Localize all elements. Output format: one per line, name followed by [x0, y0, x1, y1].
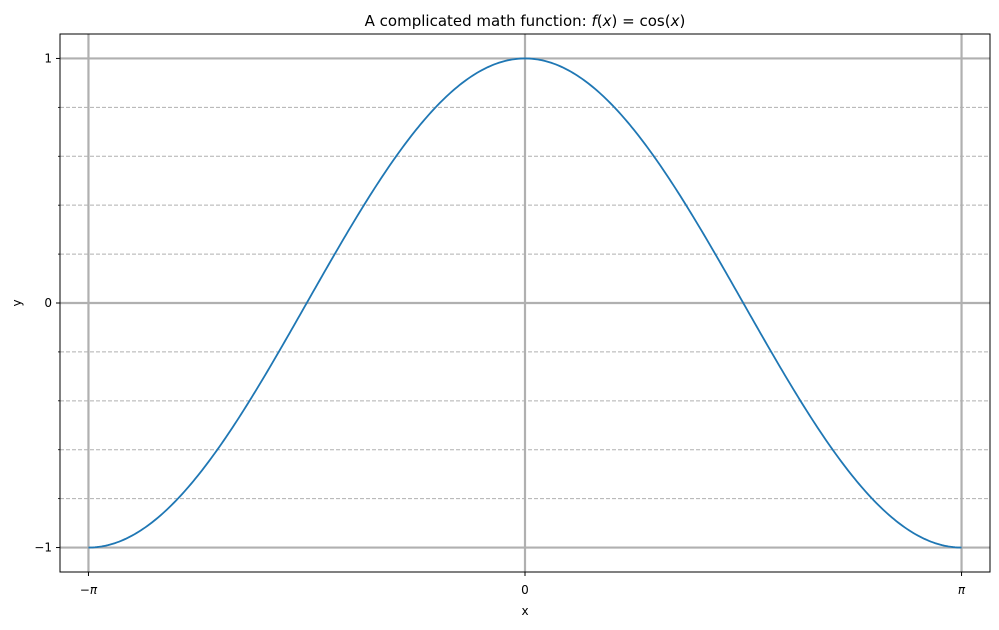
x-tick-label: −π: [80, 583, 98, 597]
y-tick-label: 0: [44, 296, 52, 310]
y-tick-label: 1: [44, 51, 52, 65]
x-axis-label: x: [521, 604, 528, 618]
major-grid: [60, 34, 990, 572]
y-tick-label: −1: [34, 541, 52, 555]
cos-series-line: [88, 57, 962, 549]
series-layer: [88, 57, 962, 549]
chart-title: A complicated math function: f(x) = cos(…: [365, 12, 686, 30]
tick-layer: −π 0 π 1 0 −1: [34, 51, 966, 597]
y-axis-label: y: [10, 299, 24, 306]
x-tick-label: π: [958, 583, 966, 597]
x-tick-label: 0: [521, 583, 529, 597]
